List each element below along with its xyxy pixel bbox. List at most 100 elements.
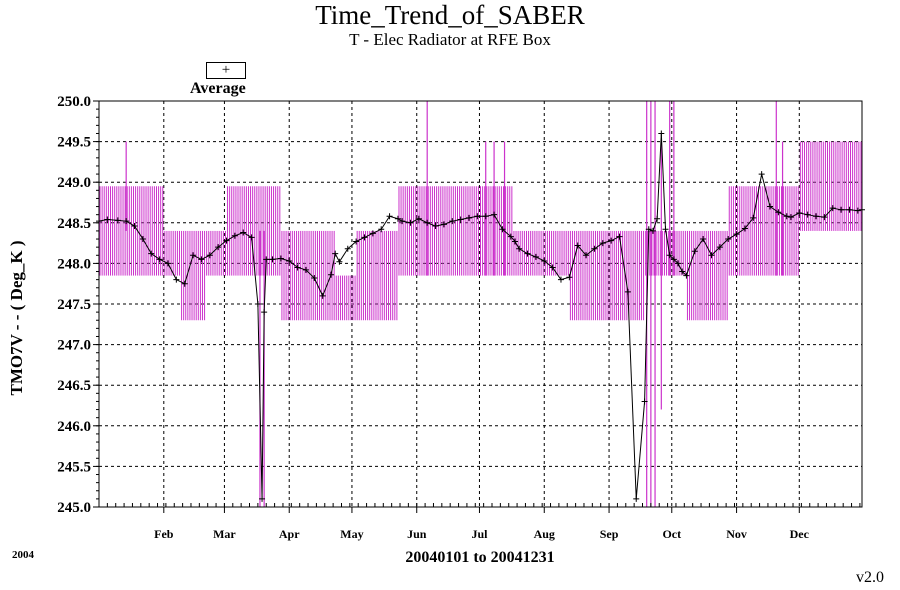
average-point bbox=[432, 223, 439, 230]
average-point bbox=[645, 226, 652, 233]
average-point bbox=[813, 213, 820, 220]
average-point bbox=[775, 209, 782, 216]
y-tick-label: 246.5 bbox=[57, 378, 91, 394]
average-point bbox=[591, 245, 598, 252]
average-point bbox=[511, 238, 518, 245]
average-point bbox=[231, 232, 238, 239]
average-point bbox=[670, 256, 677, 263]
average-point bbox=[750, 214, 757, 221]
average-point bbox=[198, 256, 205, 263]
x-tick-label: Feb bbox=[154, 527, 174, 541]
average-point bbox=[499, 226, 506, 233]
average-point bbox=[223, 237, 230, 244]
average-point bbox=[507, 233, 514, 240]
average-point bbox=[574, 242, 581, 249]
y-tick-label: 249.5 bbox=[57, 135, 91, 151]
average-point bbox=[846, 206, 853, 213]
average-point bbox=[691, 248, 698, 255]
x-tick-label: Jul bbox=[471, 527, 488, 541]
y-tick-label: 248.5 bbox=[57, 216, 91, 232]
average-point bbox=[215, 244, 222, 251]
average-point bbox=[131, 223, 138, 230]
average-point bbox=[821, 214, 828, 221]
y-tick-label: 245.0 bbox=[57, 500, 91, 516]
average-point bbox=[332, 250, 339, 257]
average-point bbox=[541, 257, 548, 264]
average-point bbox=[248, 234, 255, 241]
average-point bbox=[708, 252, 715, 259]
average-point bbox=[336, 258, 343, 265]
average-point bbox=[733, 231, 740, 238]
average-point bbox=[156, 256, 163, 263]
average-point bbox=[254, 301, 261, 307]
average-point bbox=[654, 215, 661, 222]
average-point bbox=[666, 252, 673, 259]
average-point bbox=[599, 240, 606, 247]
average-point bbox=[783, 213, 790, 220]
x-tick-label: Aug bbox=[534, 527, 555, 541]
x-tick-label: Nov bbox=[726, 527, 747, 541]
average-point bbox=[838, 206, 845, 213]
average-point bbox=[104, 216, 111, 223]
average-point bbox=[608, 237, 615, 244]
x-tick-label: Oct bbox=[662, 527, 681, 541]
average-point bbox=[344, 245, 351, 252]
plot-frame bbox=[98, 100, 863, 508]
average-point bbox=[261, 309, 268, 316]
x-tick-label: Mar bbox=[213, 527, 236, 541]
chart-subtitle: T - Elec Radiator at RFE Box bbox=[349, 30, 551, 49]
average-point bbox=[399, 218, 406, 225]
x-tick-label: Apr bbox=[279, 527, 300, 541]
x-axis-label: 20040101 to 20041231 bbox=[405, 549, 555, 566]
average-point bbox=[658, 130, 665, 137]
average-point bbox=[240, 229, 247, 236]
average-point bbox=[549, 264, 556, 271]
average-point bbox=[474, 213, 481, 220]
axes: 250.0 249.5 249.0 248.5 248.0 247.5 247.0 246.5… bbox=[57, 94, 863, 541]
average-point bbox=[457, 216, 464, 223]
average-point bbox=[259, 495, 266, 502]
average-point bbox=[532, 253, 539, 260]
average-point bbox=[741, 225, 748, 232]
average-point bbox=[683, 272, 690, 279]
y-tick-label: 247.5 bbox=[57, 297, 91, 313]
x-tick-label: Jun bbox=[407, 527, 427, 541]
y-tick-label: 248.0 bbox=[57, 256, 91, 272]
average-point bbox=[164, 260, 171, 267]
average-point bbox=[583, 252, 590, 259]
average-point bbox=[386, 213, 393, 220]
average-point bbox=[123, 218, 130, 225]
average-point bbox=[181, 280, 188, 287]
average-point bbox=[829, 205, 836, 212]
average-point bbox=[328, 271, 335, 278]
average-point bbox=[758, 171, 765, 178]
average-point bbox=[466, 214, 473, 221]
average-point bbox=[641, 398, 648, 405]
y-tick-label: 250.0 bbox=[57, 94, 91, 110]
version-label: v2.0 bbox=[856, 569, 884, 586]
average-point bbox=[263, 256, 270, 263]
average-point bbox=[294, 264, 301, 271]
y-tick-label: 245.5 bbox=[57, 459, 91, 475]
average-point bbox=[173, 276, 180, 283]
average-point bbox=[491, 211, 498, 218]
y-tick-label: 246.0 bbox=[57, 419, 91, 435]
average-point bbox=[725, 236, 732, 243]
average-point bbox=[482, 213, 489, 220]
average-point bbox=[679, 268, 686, 275]
average-point bbox=[516, 245, 523, 252]
x-tick-label: May bbox=[340, 527, 363, 541]
average-point bbox=[624, 288, 631, 295]
average-point bbox=[675, 260, 682, 267]
average-point bbox=[616, 233, 623, 240]
average-point bbox=[649, 227, 656, 234]
average-point bbox=[449, 218, 456, 225]
average-point bbox=[716, 244, 723, 251]
average-point bbox=[369, 230, 376, 237]
average-point bbox=[353, 238, 360, 245]
average-point bbox=[662, 226, 669, 233]
average-point bbox=[557, 276, 564, 283]
average-point bbox=[394, 215, 401, 222]
average-point bbox=[415, 215, 422, 222]
